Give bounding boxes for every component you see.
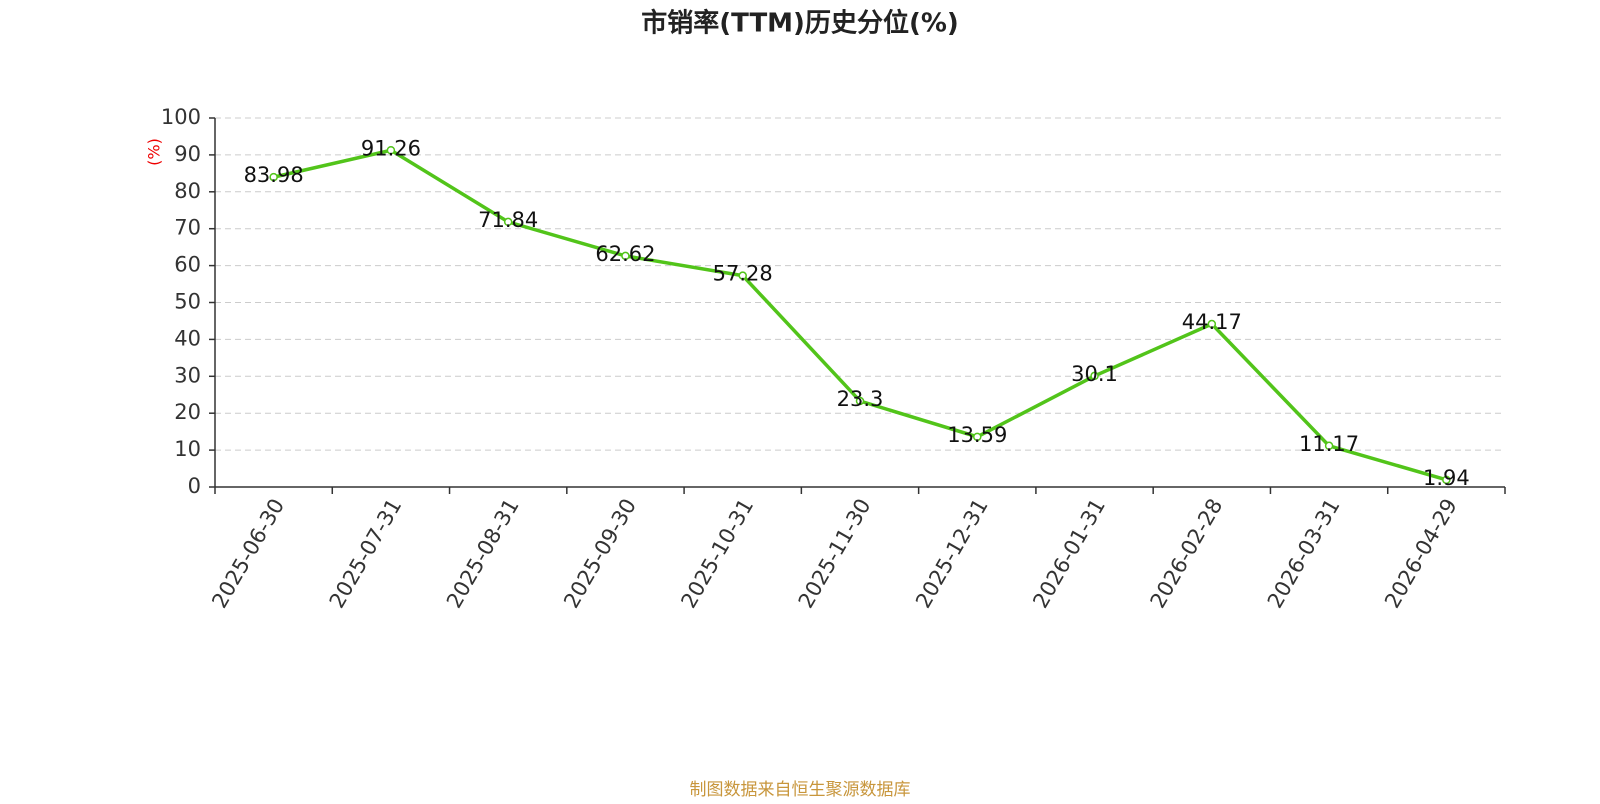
- x-tick-label: 2025-07-31: [325, 495, 407, 613]
- data-point: [386, 146, 396, 155]
- data-label: 1.94: [1423, 466, 1470, 490]
- source-note: 制图数据来自恒生聚源数据库: [690, 780, 911, 800]
- y-tick-label: 100: [161, 105, 201, 129]
- x-tick-label: 2025-11-30: [794, 495, 876, 613]
- x-tick-label: 2026-04-29: [1380, 495, 1462, 613]
- data-label: 44.17: [1182, 310, 1242, 334]
- y-tick-label: 70: [174, 216, 201, 240]
- data-point: [1442, 475, 1451, 485]
- data-point: [1324, 441, 1334, 451]
- data-label: 11.17: [1299, 432, 1359, 456]
- x-tick-label: 2026-02-28: [1146, 495, 1228, 613]
- data-point: [973, 432, 982, 442]
- data-point: [738, 271, 747, 280]
- data-label: 13.59: [947, 423, 1007, 447]
- data-point: [1090, 371, 1099, 381]
- x-tick-label: 2026-03-31: [1263, 495, 1345, 613]
- y-tick-label: 0: [188, 474, 201, 498]
- data-point: [621, 251, 630, 261]
- y-tick-label: 30: [174, 363, 201, 387]
- data-point: [855, 396, 865, 406]
- y-tick-label: 60: [174, 253, 201, 277]
- chart-title: 市销率(TTM)历史分位(%): [641, 8, 959, 39]
- x-tick-label: 2025-12-31: [911, 495, 993, 613]
- data-point: [269, 172, 278, 182]
- data-label: 83.98: [244, 163, 304, 187]
- data-label: 62.62: [595, 242, 655, 266]
- y-tick-label: 50: [174, 290, 201, 314]
- x-tick-label: 2025-09-30: [559, 495, 641, 613]
- data-point: [503, 217, 513, 227]
- data-label: 91.26: [361, 136, 421, 160]
- series-line: [273, 148, 1447, 482]
- data-label: 23.3: [837, 387, 884, 411]
- y-axis-label: (%): [145, 138, 164, 166]
- x-tick-label: 2025-06-30: [207, 495, 289, 613]
- y-tick-label: 90: [174, 142, 201, 166]
- data-label: 30.1: [1071, 362, 1118, 386]
- y-tick-label: 80: [174, 179, 201, 203]
- x-tick-label: 2025-10-31: [676, 495, 758, 613]
- x-tick-label: 2025-08-31: [442, 495, 524, 613]
- data-point: [1207, 319, 1217, 329]
- y-tick-label: 10: [174, 437, 201, 461]
- data-label: 71.84: [478, 208, 538, 232]
- y-tick-label: 40: [174, 326, 201, 350]
- y-tick-label: 20: [174, 400, 201, 424]
- x-tick-label: 2026-01-31: [1028, 495, 1110, 613]
- data-label: 57.28: [713, 262, 773, 286]
